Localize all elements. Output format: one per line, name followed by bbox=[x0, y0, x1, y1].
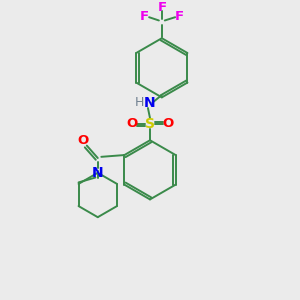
Text: S: S bbox=[145, 117, 155, 131]
Text: N: N bbox=[92, 166, 103, 180]
Text: F: F bbox=[175, 10, 184, 22]
Text: O: O bbox=[163, 118, 174, 130]
Text: O: O bbox=[77, 134, 88, 147]
Text: F: F bbox=[140, 10, 149, 22]
Text: H: H bbox=[134, 96, 144, 109]
Text: O: O bbox=[126, 118, 137, 130]
Text: N: N bbox=[143, 96, 155, 110]
Text: F: F bbox=[157, 1, 167, 13]
